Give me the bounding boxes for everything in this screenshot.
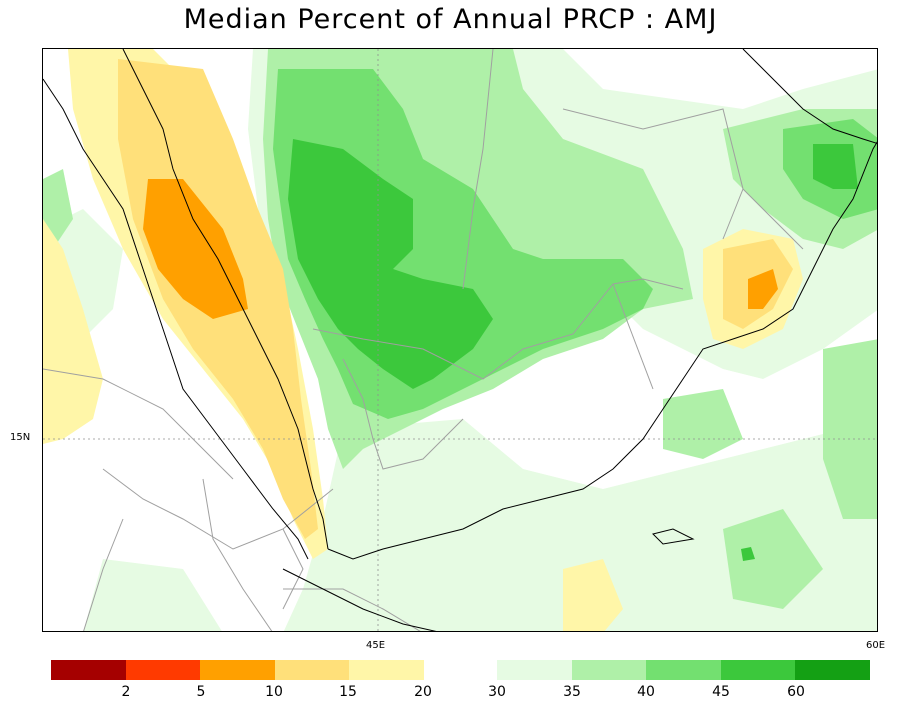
coast-oman-north: [742, 49, 877, 144]
contour-45-east: [813, 144, 858, 189]
contour-45-central: [288, 139, 493, 389]
legend-label-wet-3: 40: [637, 684, 655, 700]
legend-label-wet-4: 45: [712, 684, 730, 700]
border-west-5: [282, 528, 304, 610]
coast-somalia: [282, 568, 437, 631]
precipitation-map: [43, 49, 877, 631]
legend-dry-swatch-5: [349, 660, 424, 680]
contour-30-south: [283, 419, 877, 631]
border-west-3: [83, 518, 124, 631]
contour-35-se3: [823, 339, 877, 519]
lat-label-15n: 15N: [10, 432, 31, 443]
legend-label-dry-3: 10: [265, 684, 283, 700]
contour-10-oman: [748, 269, 778, 309]
border-yemen-oman: [612, 283, 654, 390]
border-west-2: [102, 468, 334, 550]
precip-contours: [43, 49, 877, 631]
legend-dry-swatch-3: [200, 660, 275, 680]
coast-red-sea-east: [122, 49, 329, 550]
legend-wet-swatch-4: [720, 660, 796, 680]
legend-wet-swatch-1: [497, 660, 572, 680]
legend-dry-swatch-4: [274, 660, 350, 680]
border-saudi-yemen: [312, 278, 684, 380]
legend-label-wet-2: 35: [563, 684, 581, 700]
contour-20-west: [43, 219, 103, 444]
contour-30-sw: [83, 559, 222, 631]
colorbar-dry: [51, 660, 424, 680]
border-west-1: [43, 368, 234, 480]
contour-35-se2: [723, 509, 823, 609]
legend-label-wet-1: 30: [488, 684, 506, 700]
legend-label-wet-5: 60: [787, 684, 805, 700]
legend-label-dry-4: 15: [339, 684, 357, 700]
legend-label-dry-1: 2: [121, 684, 131, 700]
contour-35-west: [43, 169, 73, 249]
border-inland-3: [742, 188, 804, 250]
country-borders: [43, 49, 804, 631]
coast-gulf-aden: [327, 141, 877, 560]
coast-red-sea-west: [43, 78, 309, 560]
contour-35-se1: [663, 389, 743, 459]
border-inland-2: [562, 108, 744, 240]
border-inland-1: [462, 49, 494, 290]
border-west-4: [202, 478, 273, 631]
contour-45-se: [741, 547, 755, 561]
coast-socotra: [652, 528, 695, 545]
colorbar-wet: [497, 660, 870, 680]
contour-10-redsea: [143, 179, 248, 319]
legend-wet-swatch-5: [795, 660, 870, 680]
legend-wet-swatch-3: [646, 660, 721, 680]
lon-label-60e: 60E: [866, 640, 886, 651]
legend-wet-swatch-2: [571, 660, 647, 680]
contour-20-south: [563, 559, 623, 631]
border-yemen-inner: [342, 358, 464, 470]
legend-dry-swatch-2: [125, 660, 201, 680]
lon-label-45e: 45E: [366, 640, 386, 651]
legend-label-dry-2: 5: [196, 684, 206, 700]
coastlines: [43, 49, 877, 631]
map-title: Median Percent of Annual PRCP : AMJ: [183, 4, 718, 35]
map-panel: [42, 48, 878, 632]
border-somalia: [283, 588, 421, 631]
legend-dry-swatch-1: [51, 660, 126, 680]
legend-label-dry-5: 20: [414, 684, 432, 700]
